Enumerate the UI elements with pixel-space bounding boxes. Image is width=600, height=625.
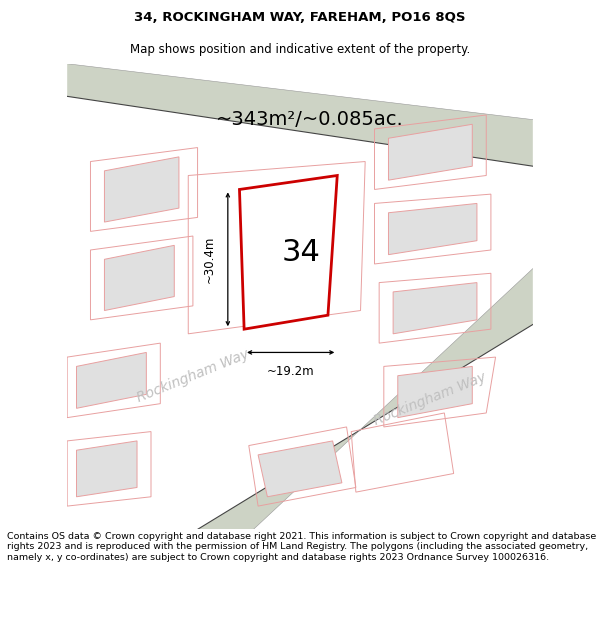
Polygon shape (239, 176, 337, 329)
Text: 34: 34 (282, 238, 320, 267)
Polygon shape (197, 269, 533, 529)
Text: ~19.2m: ~19.2m (267, 364, 314, 378)
Polygon shape (104, 157, 179, 222)
Polygon shape (67, 64, 533, 166)
Text: Rockingham Way: Rockingham Way (134, 347, 251, 404)
Polygon shape (104, 246, 174, 311)
Polygon shape (393, 282, 477, 334)
Text: ~343m²/~0.085ac.: ~343m²/~0.085ac. (215, 110, 403, 129)
Text: 34, ROCKINGHAM WAY, FAREHAM, PO16 8QS: 34, ROCKINGHAM WAY, FAREHAM, PO16 8QS (134, 11, 466, 24)
Polygon shape (258, 441, 342, 497)
Polygon shape (76, 441, 137, 497)
Text: Map shows position and indicative extent of the property.: Map shows position and indicative extent… (130, 43, 470, 56)
Polygon shape (388, 204, 477, 254)
Text: Contains OS data © Crown copyright and database right 2021. This information is : Contains OS data © Crown copyright and d… (7, 532, 596, 562)
Polygon shape (253, 208, 323, 282)
Polygon shape (398, 366, 472, 418)
Polygon shape (76, 352, 146, 408)
Text: ~30.4m: ~30.4m (203, 236, 216, 283)
Text: Rockingham Way: Rockingham Way (372, 370, 488, 428)
Polygon shape (388, 124, 472, 180)
